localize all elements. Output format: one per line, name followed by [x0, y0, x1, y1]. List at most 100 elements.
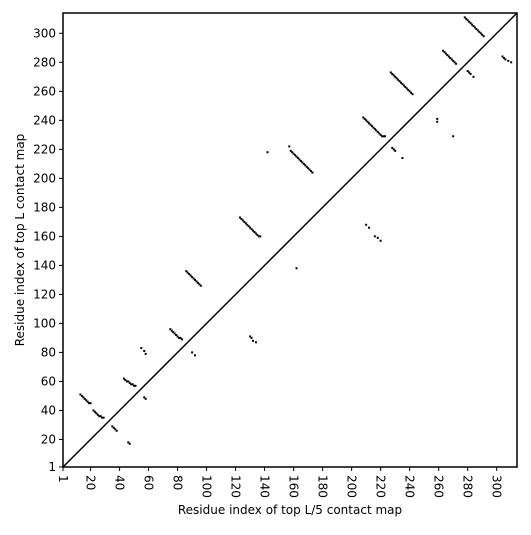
contact [124, 378, 127, 381]
contact [402, 84, 405, 87]
contact [92, 409, 95, 412]
contact [469, 22, 472, 25]
y-tick-label: 100 [33, 316, 56, 330]
contact [128, 442, 131, 445]
contact [131, 383, 134, 386]
contact [86, 400, 89, 403]
contact [455, 62, 458, 65]
contact [196, 281, 199, 284]
x-axis-label: Residue index of top L/5 contact map [178, 503, 402, 517]
contact [468, 20, 471, 23]
y-tick-label: 1 [48, 460, 56, 474]
contact [308, 168, 311, 171]
contact [479, 32, 482, 35]
y-tick-label: 140 [33, 258, 56, 272]
contact [472, 75, 475, 78]
contact [257, 235, 260, 238]
contact [310, 170, 313, 173]
x-tick-label: 100 [200, 475, 214, 498]
contact [449, 56, 452, 59]
contact [83, 397, 86, 400]
contact [376, 236, 379, 239]
contact [111, 425, 114, 428]
contact [471, 23, 474, 26]
x-tick-label: 240 [403, 475, 417, 498]
contact [398, 80, 401, 83]
x-tick-label: 20 [84, 475, 98, 490]
contact [452, 135, 455, 138]
contact [114, 428, 117, 431]
x-tick-label: 200 [345, 475, 359, 498]
contact [379, 239, 382, 242]
contact [291, 151, 294, 154]
contact [254, 341, 257, 344]
contact [392, 74, 395, 77]
contact [399, 81, 402, 84]
contact [394, 149, 397, 152]
contact [504, 58, 507, 61]
contact [395, 77, 398, 80]
contact [446, 54, 449, 57]
contact [82, 396, 85, 399]
contact [466, 19, 469, 22]
y-axis-label: Residue index of top L contact map [13, 134, 27, 347]
contact [195, 280, 198, 283]
contact [311, 171, 314, 174]
contact [378, 132, 381, 135]
contact [243, 220, 246, 223]
contact [289, 149, 292, 152]
contact [475, 27, 478, 30]
contact [134, 384, 137, 387]
contact [144, 397, 147, 400]
contact [382, 135, 385, 138]
contact [369, 123, 372, 126]
contact [143, 349, 146, 352]
contact [101, 416, 104, 419]
contact [98, 415, 101, 418]
contact [122, 377, 125, 380]
contact [79, 393, 82, 396]
contact [375, 129, 378, 132]
contact [510, 61, 513, 64]
contact [436, 120, 439, 123]
contact [392, 148, 395, 151]
contact [250, 336, 253, 339]
y-tick-label: 60 [41, 374, 56, 388]
x-tick-label: 280 [461, 475, 475, 498]
y-tick-label: 80 [41, 345, 56, 359]
contact [173, 332, 176, 335]
plot-frame [62, 12, 518, 468]
contact [408, 90, 411, 93]
contact [193, 278, 196, 281]
contact [389, 71, 392, 74]
contact [259, 235, 262, 238]
x-tick-label: 60 [142, 475, 156, 490]
contact [249, 335, 252, 338]
contact [363, 117, 366, 120]
contact [128, 381, 131, 384]
contact [407, 88, 410, 91]
contact [85, 399, 88, 402]
contact [172, 331, 175, 334]
contact [478, 30, 481, 33]
contact [298, 158, 301, 161]
contact [133, 384, 136, 387]
y-tick-label: 300 [33, 26, 56, 40]
contact [176, 335, 179, 338]
contact [368, 122, 371, 125]
contact [266, 151, 269, 154]
x-tick-label: 120 [229, 475, 243, 498]
contact [502, 56, 505, 59]
diagonal [62, 12, 518, 468]
contact [102, 416, 105, 419]
x-tick-label: 160 [287, 475, 301, 498]
contact [368, 226, 371, 229]
contact [130, 383, 133, 386]
contact [288, 145, 291, 148]
x-tick-label: 80 [171, 475, 185, 490]
contact [501, 55, 504, 58]
contact [238, 216, 241, 219]
contact [370, 125, 373, 128]
contact [463, 16, 466, 19]
contact [169, 328, 172, 331]
